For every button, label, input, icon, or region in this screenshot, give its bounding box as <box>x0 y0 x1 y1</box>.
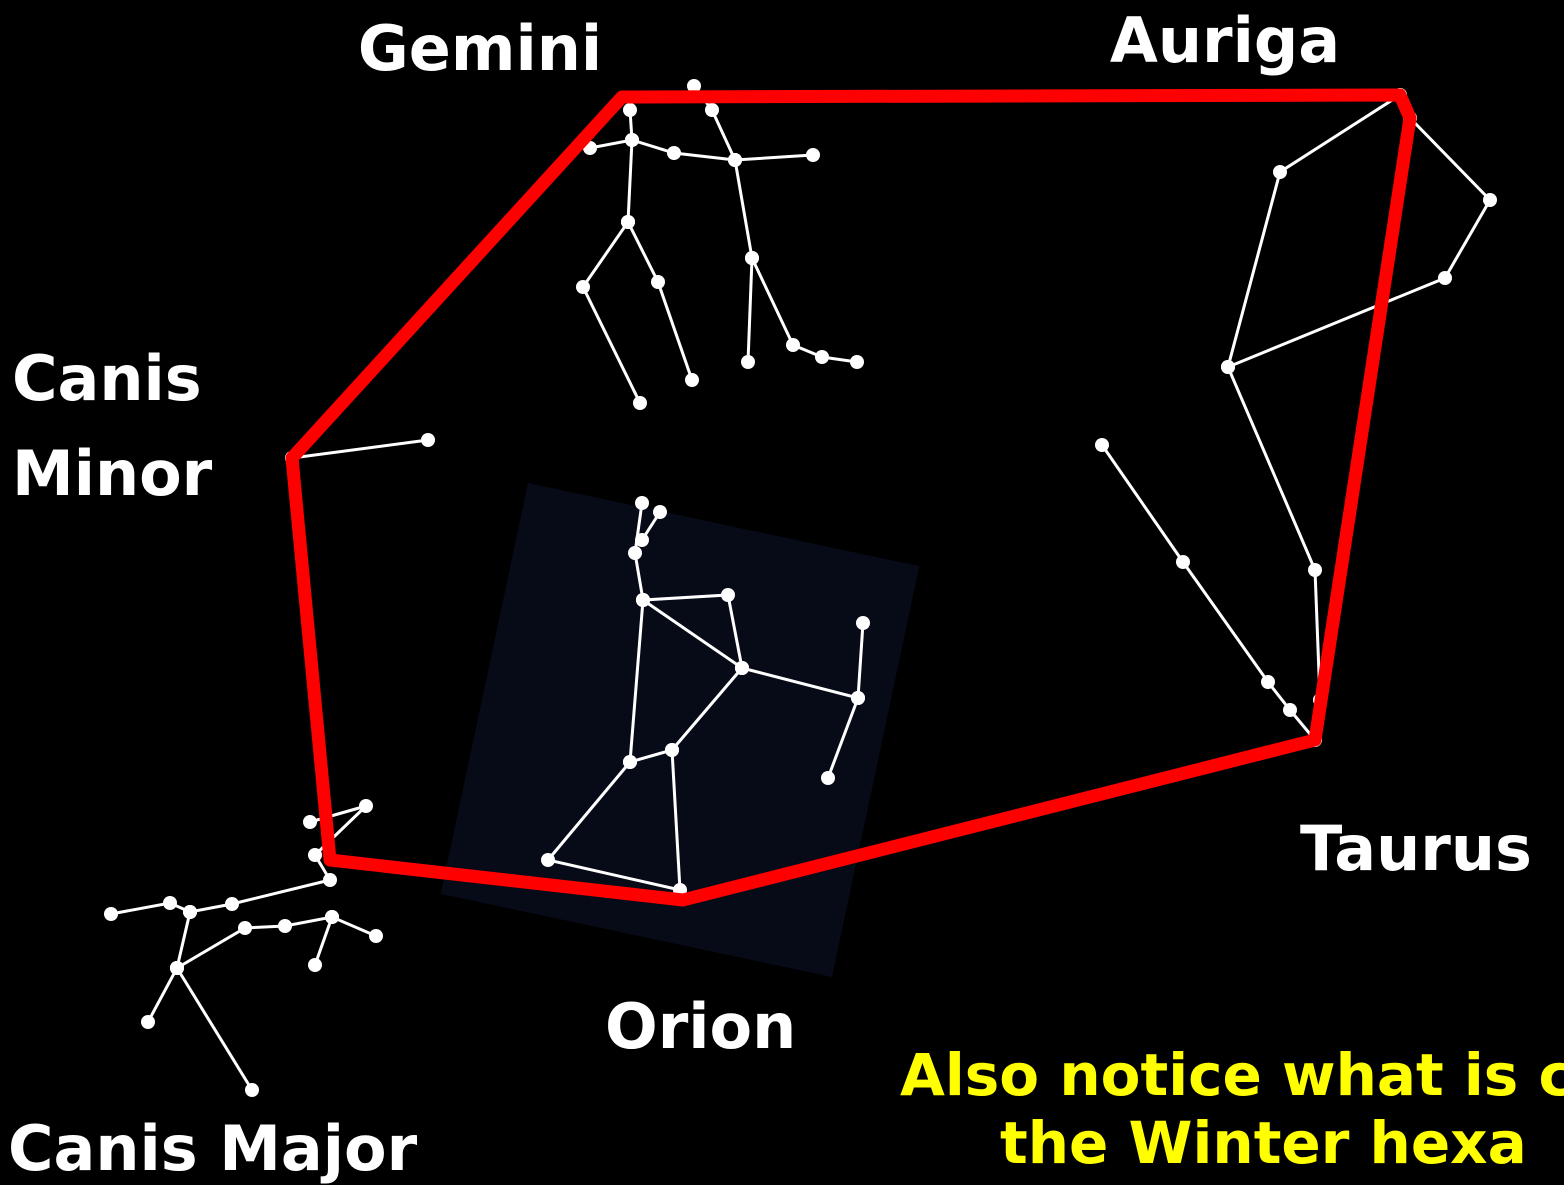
star <box>1261 675 1275 689</box>
star <box>1221 360 1235 374</box>
star <box>308 848 322 862</box>
star <box>623 755 637 769</box>
star <box>183 905 197 919</box>
star <box>1283 703 1297 717</box>
star <box>421 433 435 447</box>
diagram: Gemini Auriga Canis Minor Taurus Orion C… <box>0 0 1564 1185</box>
star <box>705 103 719 117</box>
star <box>821 771 835 785</box>
star <box>623 103 637 117</box>
star <box>856 616 870 630</box>
star <box>541 853 555 867</box>
star <box>1483 193 1497 207</box>
canis-minor-label: Minor <box>12 437 213 510</box>
star <box>323 873 337 887</box>
star <box>170 961 184 975</box>
star <box>786 338 800 352</box>
star <box>721 588 735 602</box>
star <box>163 896 177 910</box>
star <box>636 593 650 607</box>
star <box>745 251 759 265</box>
star <box>245 1083 259 1097</box>
star <box>1273 165 1287 179</box>
star <box>685 373 699 387</box>
star <box>359 799 373 813</box>
star <box>278 919 292 933</box>
star <box>806 148 820 162</box>
note-text: Also notice what is ca <box>900 1041 1564 1109</box>
note-text: the Winter hexa <box>1000 1109 1527 1177</box>
star <box>633 396 647 410</box>
star <box>308 958 322 972</box>
star <box>665 743 679 757</box>
star <box>653 505 667 519</box>
gemini-label: Gemini <box>358 12 602 85</box>
star <box>1308 563 1322 577</box>
star <box>238 921 252 935</box>
star <box>325 910 339 924</box>
canis-minor-label: Canis <box>12 342 202 415</box>
star <box>850 355 864 369</box>
star <box>635 533 649 547</box>
star <box>625 133 639 147</box>
star <box>741 355 755 369</box>
star <box>651 275 665 289</box>
star <box>1176 555 1190 569</box>
star <box>815 350 829 364</box>
star <box>728 153 742 167</box>
star <box>667 146 681 160</box>
star <box>303 815 317 829</box>
auriga-label: Auriga <box>1110 4 1340 77</box>
star <box>851 691 865 705</box>
taurus-label: Taurus <box>1300 812 1532 885</box>
star <box>576 280 590 294</box>
star <box>104 907 118 921</box>
star <box>225 897 239 911</box>
star <box>369 929 383 943</box>
canis-major-label: Canis Major <box>8 1112 418 1185</box>
star <box>628 546 642 560</box>
star <box>1095 438 1109 452</box>
star <box>141 1015 155 1029</box>
star <box>735 661 749 675</box>
star <box>621 215 635 229</box>
star <box>635 496 649 510</box>
orion-label: Orion <box>605 990 796 1063</box>
star <box>1438 271 1452 285</box>
